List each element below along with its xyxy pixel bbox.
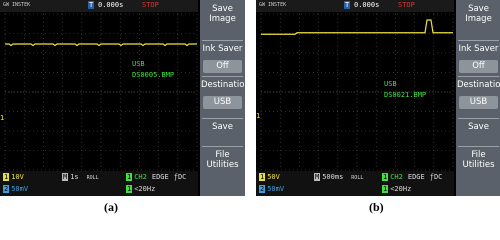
footer-row: M 500ms ROLL xyxy=(314,173,363,181)
usb-label: USB xyxy=(132,60,145,68)
menu-separator xyxy=(458,76,499,77)
menu-label: Save Image xyxy=(209,4,236,24)
menu-label: Save Image xyxy=(465,4,492,24)
footer-row: M 1s ROLL xyxy=(62,173,99,181)
menu-value: USB xyxy=(203,96,242,109)
ch1-badge: 1 xyxy=(259,173,266,181)
edge: EDGE xyxy=(151,173,169,181)
file-name: DS0005.BMP xyxy=(132,71,175,79)
menu-separator xyxy=(202,146,243,147)
brand: GW INSTEK xyxy=(3,2,31,8)
menu-label: Ink Saver xyxy=(458,44,499,54)
ch1-scale: 50V xyxy=(267,173,280,181)
trigger-icon: T xyxy=(344,1,351,9)
scope-screen: GW INSTEK T 0.000s STOP USB DS0005.BMP 1 1 10V M 1… xyxy=(0,0,250,196)
source: CH2 xyxy=(390,173,403,181)
ch2-scale: 50mV xyxy=(267,185,285,193)
figure: GW INSTEK T 0.000s STOP USB DS0005.BMP 1 1 10V M 1… xyxy=(0,0,500,214)
ch1-marker: 1 xyxy=(0,114,5,122)
side-menu: Save Image Ink Saver Off Destination USB Save… xyxy=(456,0,500,196)
footer-bar xyxy=(0,171,198,196)
ch1-badge: 1 xyxy=(3,173,10,181)
mode: ROLL xyxy=(86,175,99,181)
source-badge: 1 xyxy=(382,173,389,181)
footer-row: 1 50V xyxy=(259,173,280,181)
ch1-scale: 10V xyxy=(11,173,24,181)
usb-label: USB xyxy=(384,80,397,88)
source: CH2 xyxy=(134,173,147,181)
menu-label: File Utilities xyxy=(206,150,239,170)
run-status: STOP xyxy=(142,1,159,9)
ch1-marker: 1 xyxy=(256,112,261,120)
menu-label: Ink Saver xyxy=(202,44,243,54)
footer-row: 1 CH2 EDGE ƒDC xyxy=(126,173,186,181)
freq-badge: 1 xyxy=(126,185,133,193)
ch2-badge: 2 xyxy=(3,185,10,193)
footer-row: 1 <20Hz xyxy=(382,185,411,193)
time-offset: 0.000s xyxy=(354,1,380,9)
menu-value: Off xyxy=(459,60,498,73)
time-badge: M xyxy=(314,173,321,181)
source-badge: 1 xyxy=(126,173,133,181)
brand: GW INSTEK xyxy=(259,2,287,8)
menu-value: USB xyxy=(459,96,498,109)
menu-label: Destination xyxy=(201,80,250,90)
time-offset: 0.000s xyxy=(98,1,124,9)
menu-separator xyxy=(458,146,499,147)
menu-label: Save xyxy=(212,122,233,132)
menu-value: Off xyxy=(203,60,242,73)
menu-separator xyxy=(202,118,243,119)
trigger-icon: T xyxy=(88,1,95,9)
menu-separator xyxy=(458,40,499,41)
trace xyxy=(5,43,197,47)
footer-row: 1 CH2 EDGE ƒDC xyxy=(382,173,442,181)
time-badge: M xyxy=(62,173,69,181)
edge: EDGE xyxy=(407,173,425,181)
mode: ROLL xyxy=(351,175,364,181)
footer-bar xyxy=(256,171,454,196)
coupling: ƒDC xyxy=(173,173,187,181)
top-bar xyxy=(0,0,198,12)
ch2-scale: 50mV xyxy=(11,185,29,193)
run-status: STOP xyxy=(398,1,415,9)
caption: (b) xyxy=(369,200,384,214)
scope-screen: GW INSTEK T 0.000s STOP USB DS0021.BMP 1 1 50V M 5… xyxy=(256,0,500,196)
waveform-area xyxy=(256,0,454,196)
trace xyxy=(261,19,453,35)
footer-row: 1 10V xyxy=(3,173,24,181)
coupling: ƒDC xyxy=(429,173,443,181)
waveform-area xyxy=(0,0,198,196)
file-name: DS0021.BMP xyxy=(384,91,427,99)
footer-row: 1 <20Hz xyxy=(126,185,155,193)
footer-row: 2 50mV xyxy=(259,185,284,193)
side-menu: Save Image Ink Saver Off Destination USB Save… xyxy=(200,0,250,196)
caption: (a) xyxy=(104,200,118,214)
frequency: <20Hz xyxy=(134,185,156,193)
ch2-badge: 2 xyxy=(259,185,266,193)
menu-label: Destination xyxy=(457,80,500,90)
frequency: <20Hz xyxy=(390,185,412,193)
menu-separator xyxy=(202,40,243,41)
timebase: 500ms xyxy=(322,173,344,181)
menu-separator xyxy=(202,76,243,77)
menu-label: Save xyxy=(468,122,489,132)
freq-badge: 1 xyxy=(382,185,389,193)
top-bar xyxy=(256,0,454,12)
timebase: 1s xyxy=(70,173,79,181)
menu-label: File Utilities xyxy=(462,150,495,170)
footer-row: 2 50mV xyxy=(3,185,28,193)
menu-separator xyxy=(458,118,499,119)
